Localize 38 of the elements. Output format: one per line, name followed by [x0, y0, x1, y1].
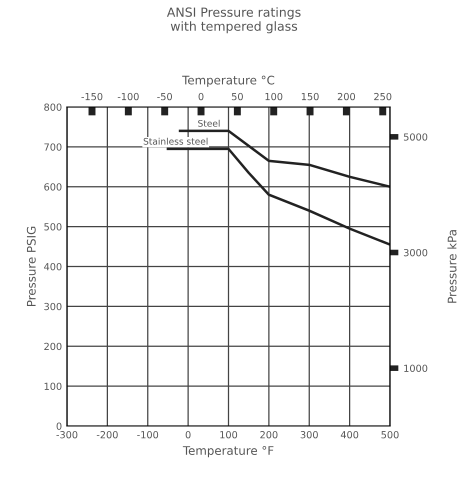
series-label: Steel [198, 120, 220, 127]
x2-tick-label: 100 [266, 92, 282, 100]
y-tick-label: 800 [44, 103, 62, 111]
x-tick-label: 100 [220, 431, 238, 438]
y2-axis-title: Pressure kPa [447, 230, 457, 303]
x-tick-label: 300 [300, 431, 318, 438]
x2-tick-label: -150 [81, 92, 102, 100]
y-tick-label: 200 [44, 342, 62, 350]
x-tick-label: 0 [186, 431, 191, 438]
y-tick-label: 0 [56, 422, 62, 430]
x-tick-label: -100 [137, 431, 158, 438]
y-tick-label: 300 [44, 302, 62, 310]
series-label: Stainless steel [144, 138, 208, 145]
y-axis-title: Pressure PSIG [26, 226, 36, 306]
x-tick-label: 400 [340, 431, 358, 438]
y2-tick-label: 3000 [404, 248, 428, 256]
y-tick-label: 400 [44, 262, 62, 270]
x-tick-label: 200 [260, 431, 278, 438]
y-tick-label: 700 [44, 143, 62, 151]
y2-tick-label: 1000 [404, 364, 428, 372]
x2-tick-label: -50 [157, 92, 172, 100]
x2-tick-label: 0 [198, 92, 204, 100]
x2-tick-label: 150 [302, 92, 319, 100]
y2-tick-label: 5000 [404, 133, 428, 141]
x-tick-label: -300 [56, 431, 78, 438]
x-tick-label: 500 [381, 431, 399, 438]
x2-tick-label: -100 [118, 92, 139, 100]
x-axis-title: Temperature °F [182, 446, 274, 458]
chart-title: ANSI Pressure ratings with tempered glass [166, 7, 301, 34]
x2-tick-label: 200 [338, 92, 356, 100]
y-tick-label: 500 [44, 223, 62, 230]
line-series [166, 148, 390, 246]
y-tick-label: 100 [44, 382, 62, 390]
x-tick-label: -200 [96, 431, 118, 438]
y-tick-label: 600 [44, 183, 62, 191]
x2-tick-label: 50 [232, 92, 243, 100]
x2-tick-label: 250 [374, 92, 392, 100]
x2-axis-title: Temperature °C [182, 76, 274, 87]
